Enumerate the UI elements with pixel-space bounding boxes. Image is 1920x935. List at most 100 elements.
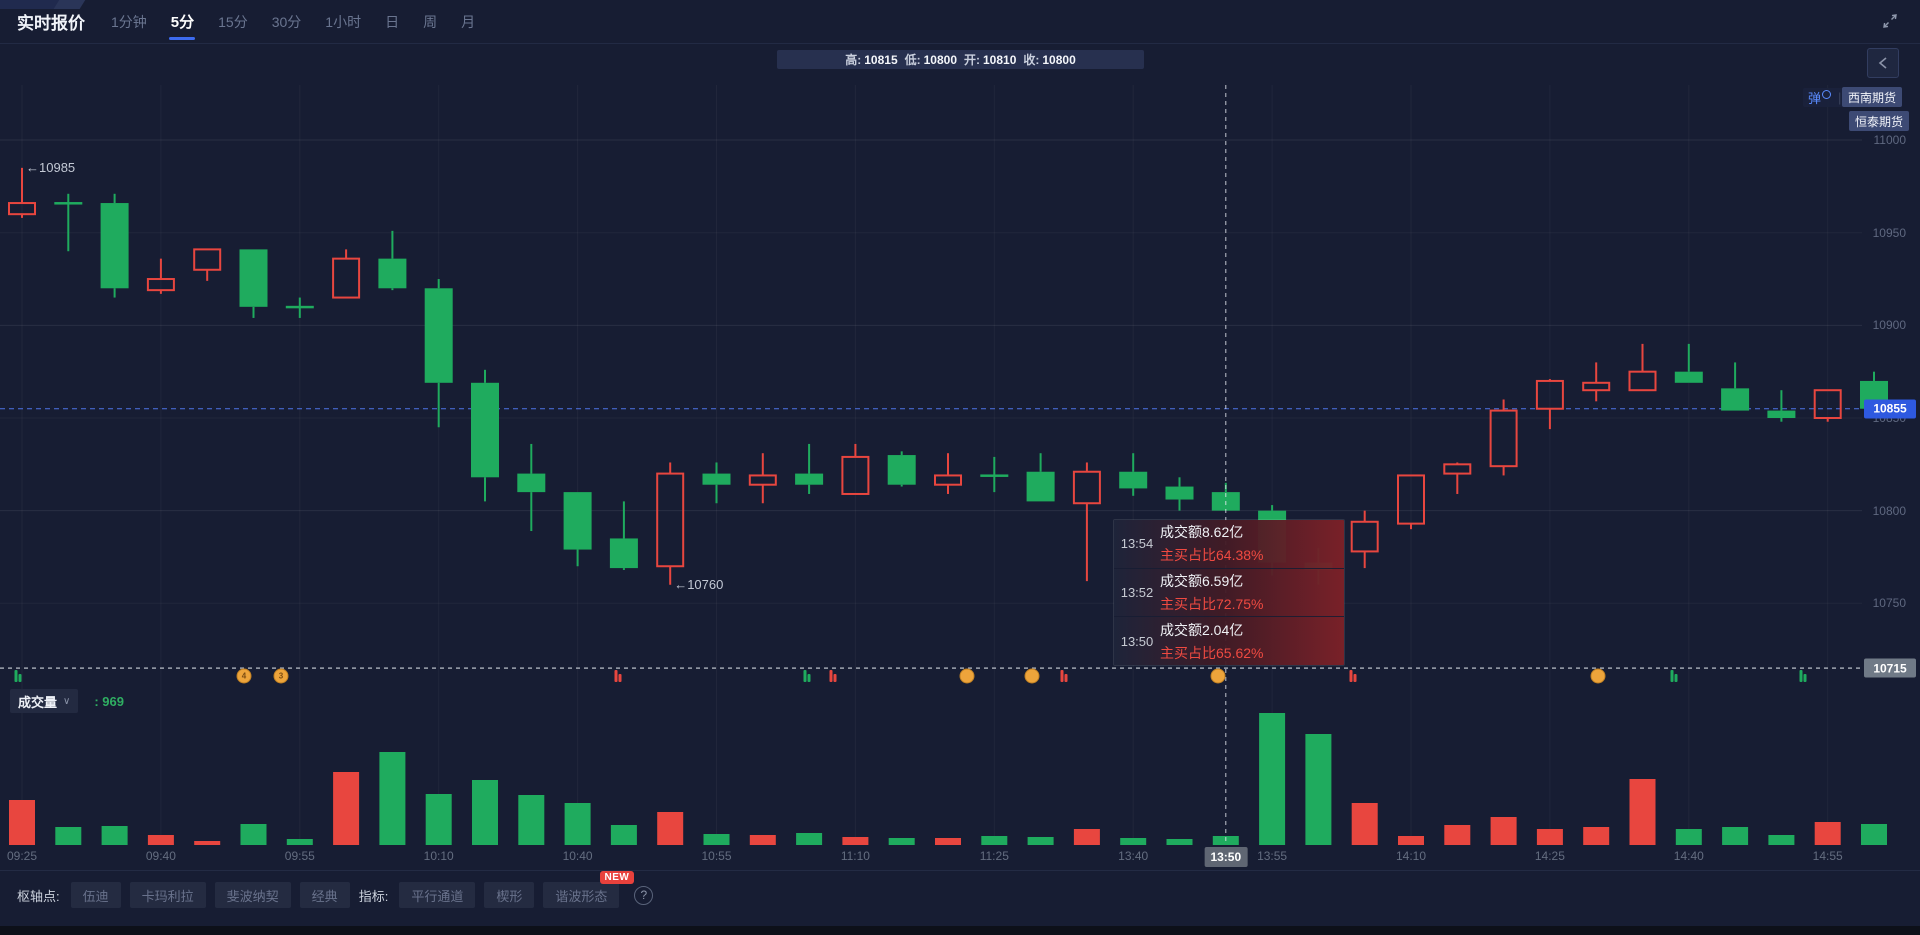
candle-body-down: [100, 203, 129, 289]
drawing-toolbar: 枢轴点: 伍迪 卡玛利拉 斐波纳契 经典 指标: 平行通道 楔形 谐波形态 NEW?: [17, 871, 654, 908]
price-axis-label: 10750: [1872, 596, 1906, 611]
tooltip-row: 13:54 成交额8.62亿 主买占比64.38%: [1114, 520, 1344, 569]
candle-body-up: [1443, 463, 1472, 475]
price-annotation: ←10760: [674, 576, 724, 592]
indicator-button-楔形[interactable]: 楔形: [484, 882, 535, 908]
candle-body-down: [702, 473, 731, 485]
tab-周[interactable]: 周: [423, 13, 438, 30]
coin-event-icon[interactable]: [1210, 668, 1226, 684]
candle-body-up: [841, 455, 870, 495]
coin-event-icon[interactable]: [959, 668, 975, 684]
green-signal-icon[interactable]: [803, 670, 811, 682]
indicator-button-谐波形态[interactable]: 谐波形态 NEW: [543, 871, 635, 908]
volume-bar: [610, 825, 637, 845]
volume-bar: [1629, 779, 1656, 845]
lower-bound-price-badge: 10715: [1864, 658, 1916, 678]
candle-body-down: [1026, 471, 1055, 502]
volume-bar: [1073, 829, 1100, 845]
red-signal-icon[interactable]: [1060, 670, 1068, 682]
timeframe-tabs: 1分钟 5分 15分 30分 1小时 日 周 月: [109, 1, 477, 42]
indicator-label: 指标:: [358, 888, 389, 904]
time-axis-label: 11:25: [979, 849, 1009, 863]
tab-1分钟[interactable]: 1分钟: [111, 13, 147, 30]
volume-bar: [1490, 817, 1517, 845]
candle-body-up: [332, 257, 361, 299]
candle-body-up: [1628, 370, 1657, 392]
candle-body-up: [934, 474, 962, 486]
volume-bar: [286, 839, 313, 845]
candle-body-down: [1165, 486, 1194, 500]
pivot-button-伍迪[interactable]: 伍迪: [70, 882, 121, 908]
tooltip-time: 13:52: [1120, 585, 1154, 600]
current-price-badge: 10855: [1864, 399, 1916, 419]
candle-body-up: [1350, 520, 1379, 553]
candle-body-down: [795, 473, 824, 485]
broker-tag-hengtai[interactable]: 恒泰期货: [1849, 111, 1910, 131]
green-signal-icon[interactable]: [1670, 670, 1678, 682]
volume-bar: [1861, 824, 1887, 845]
candle-body-up: [1397, 474, 1425, 525]
page-title: 实时报价: [17, 14, 85, 33]
collapse-window-icon[interactable]: [1882, 13, 1898, 29]
volume-bar: [147, 835, 174, 845]
green-signal-icon[interactable]: [14, 670, 22, 682]
candle-body-up: [193, 248, 222, 271]
volume-indicator-dropdown[interactable]: 成交量 ∨: [10, 689, 79, 713]
volume-bar: [657, 812, 684, 845]
red-signal-icon[interactable]: [1349, 670, 1357, 682]
panel-collapse-button[interactable]: [1867, 48, 1899, 78]
candle-body-down: [471, 382, 499, 478]
pivot-button-经典[interactable]: 经典: [299, 882, 350, 908]
tooltip-buy-ratio: 主买占比65.62%: [1160, 644, 1264, 661]
tab-1小时[interactable]: 1小时: [325, 13, 362, 30]
green-signal-icon[interactable]: [1799, 670, 1807, 682]
tab-月[interactable]: 月: [461, 13, 476, 30]
volume-bar: [1120, 838, 1147, 845]
coin-event-icon[interactable]: 4: [236, 668, 252, 684]
tab-日[interactable]: 日: [385, 13, 400, 30]
candle-body-down: [1721, 388, 1750, 411]
pivot-button-卡玛利拉[interactable]: 卡玛利拉: [129, 882, 206, 908]
candle-body-doji: [980, 474, 1009, 477]
help-icon[interactable]: ?: [634, 885, 654, 905]
tooltip-buy-ratio: 主买占比72.75%: [1160, 596, 1264, 612]
tooltip-time: 13:54: [1120, 536, 1154, 552]
candle-body-down: [517, 473, 546, 493]
volume-bar: [564, 803, 591, 845]
volume-bar: [379, 752, 406, 845]
indicator-button-平行通道[interactable]: 平行通道: [399, 882, 476, 908]
volume-bar: [749, 835, 776, 845]
candle-body-up: [748, 474, 777, 486]
tab-30分[interactable]: 30分: [271, 13, 302, 30]
coin-event-icon[interactable]: 3: [273, 668, 289, 684]
pivot-button-斐波纳契[interactable]: 斐波纳契: [214, 882, 291, 908]
volume-bar: [796, 833, 823, 845]
coin-event-icon[interactable]: [1024, 668, 1040, 684]
candle-body-down: [563, 492, 592, 550]
price-axis-label: 11000: [1873, 133, 1906, 148]
ohlc-label: 收:: [1023, 53, 1040, 67]
ohlc-value: 10800: [1042, 52, 1076, 67]
time-axis-label: 11:10: [840, 849, 870, 863]
red-signal-icon[interactable]: [829, 670, 837, 682]
tooltip-amount: 成交额8.62亿: [1160, 524, 1244, 541]
broker-tag-xinan[interactable]: 西南期货: [1842, 87, 1903, 107]
volume-bar: [1351, 803, 1378, 845]
tooltip-row: 13:50 成交额2.04亿 主买占比65.62%: [1114, 617, 1344, 665]
time-axis-label: 14:25: [1534, 849, 1565, 863]
volume-bar: [888, 838, 915, 845]
tab-15分[interactable]: 15分: [218, 13, 248, 30]
volume-bar: [55, 827, 82, 845]
time-axis-label: 13:55: [1257, 849, 1288, 863]
candle-body-doji: [285, 305, 314, 309]
volume-bar: [194, 841, 221, 845]
trade-detail-tooltip: 13:54 成交额8.62亿 主买占比64.38% 13:52 成交额6.59亿…: [1113, 519, 1345, 666]
coin-event-icon[interactable]: [1590, 668, 1606, 684]
tab-5分[interactable]: 5分: [169, 1, 196, 42]
price-axis-label: 10900: [1872, 318, 1906, 333]
volume-bar: [333, 772, 360, 845]
volume-bar: [1166, 839, 1193, 845]
ohlc-label: 低:: [904, 53, 921, 67]
red-signal-icon[interactable]: [614, 670, 622, 682]
